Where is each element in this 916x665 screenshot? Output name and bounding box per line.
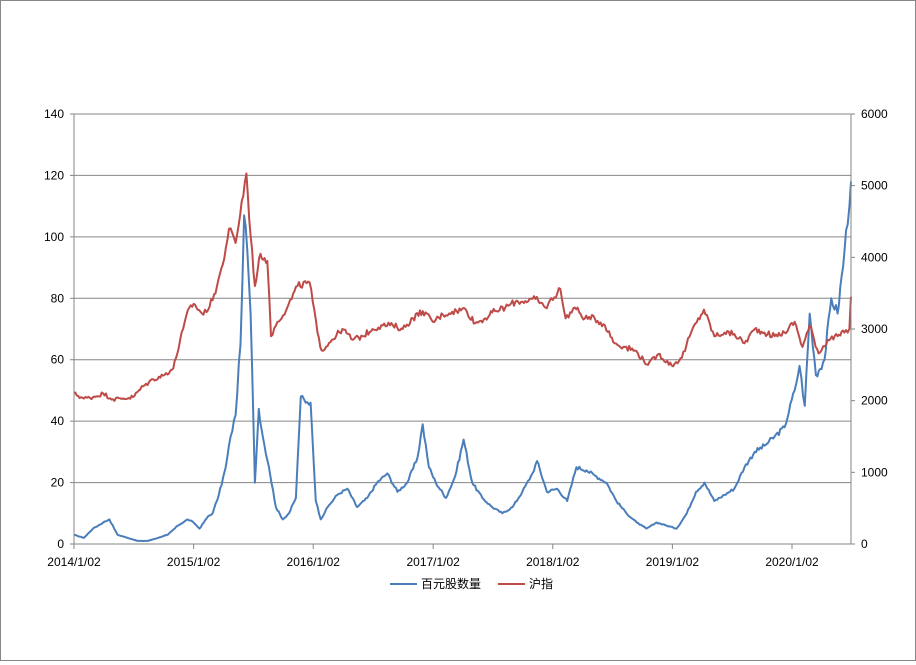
x-tick-label: 2014/1/02: [47, 555, 101, 569]
y-right-tick-label: 2000: [861, 394, 888, 408]
y-left-tick-label: 120: [44, 168, 64, 182]
axes: [70, 113, 855, 549]
series-line-1: [73, 181, 852, 542]
gridlines: [74, 113, 851, 484]
x-tick-label: 2017/1/02: [406, 555, 460, 569]
x-tick-label: 2016/1/02: [287, 555, 341, 569]
x-tick-label: 2020/1/02: [765, 555, 819, 569]
y-left-tick-label: 60: [51, 353, 65, 367]
y-right-tick-label: 4000: [861, 250, 888, 264]
y-left-tick-label: 100: [44, 230, 64, 244]
x-tick-labels: 2014/1/02 2015/1/02 2016/1/02 2017/1/02 2018…: [47, 555, 819, 569]
series-layer: [73, 172, 852, 542]
y-right-tick-label: 3000: [861, 322, 888, 336]
y-right-tick-label: 6000: [861, 107, 888, 121]
y-right-tick-labels: 0 1000 2000 3000 4000 5000 6000: [861, 107, 888, 551]
y-right-tick-label: 5000: [861, 179, 888, 193]
y-right-tick-label: 0: [861, 537, 868, 551]
y-left-tick-labels: 0 20 40 60 80 100 120 140: [44, 107, 64, 551]
y-right-tick-label: 1000: [861, 465, 888, 479]
y-left-tick-label: 80: [51, 291, 65, 305]
x-tick-label: 2015/1/02: [167, 555, 221, 569]
legend: 百元股数量 沪指: [390, 576, 553, 591]
x-tick-label: 2018/1/02: [526, 555, 580, 569]
y-left-tick-label: 0: [57, 537, 64, 551]
legend-label-1: 百元股数量: [421, 576, 481, 591]
legend-label-2: 沪指: [529, 576, 553, 591]
x-tick-label: 2019/1/02: [646, 555, 700, 569]
y-left-tick-label: 140: [44, 107, 64, 121]
y-left-tick-label: 20: [51, 476, 65, 490]
series-line-2: [73, 172, 852, 402]
y-left-tick-label: 40: [51, 414, 65, 428]
